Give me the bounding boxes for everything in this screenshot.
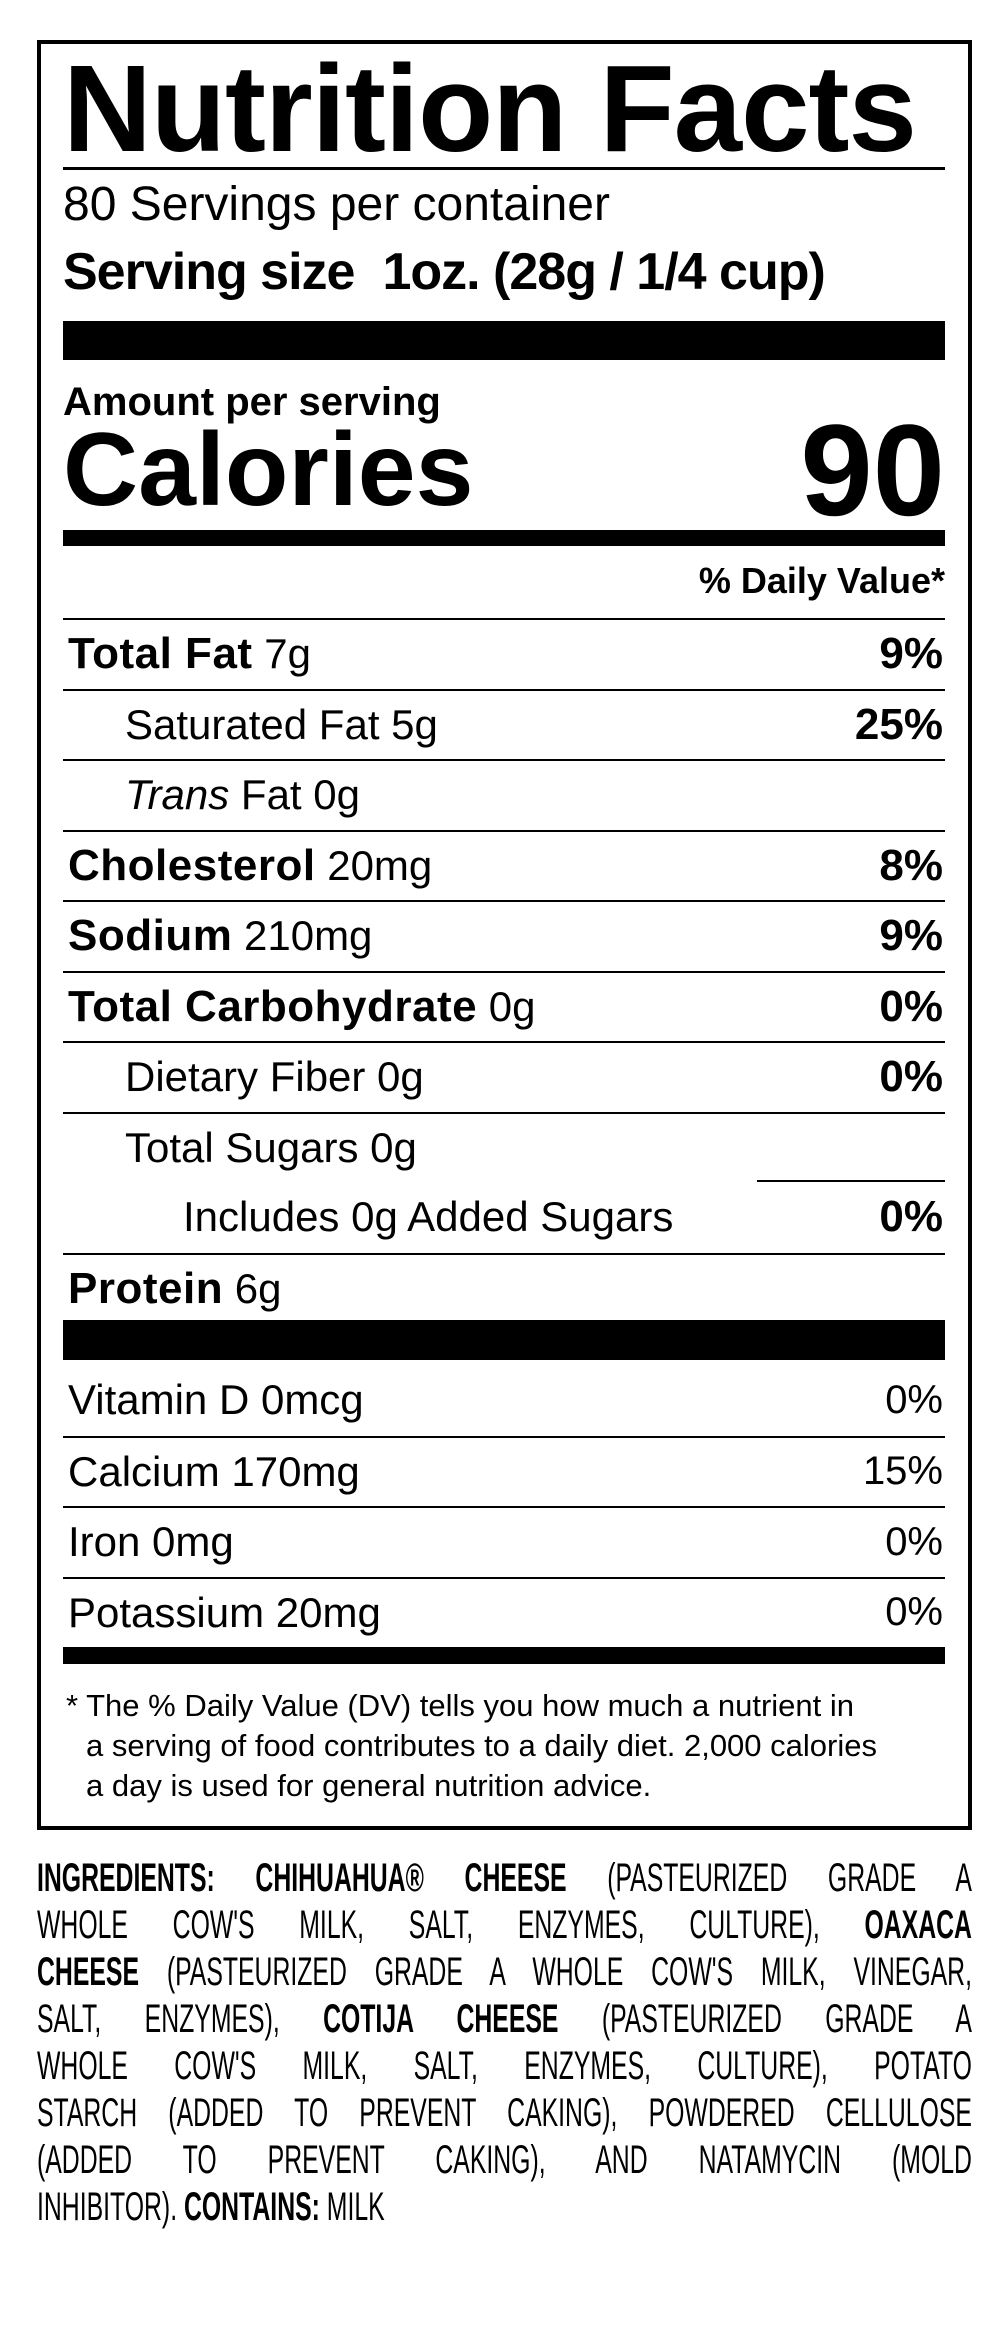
- vitamin-name: Potassium 20mg: [68, 1588, 381, 1636]
- nutrient-amount: 7g: [264, 630, 311, 678]
- ingredients-text: SALT, ENZYMES),: [37, 1997, 324, 2041]
- medium-divider: [63, 1647, 945, 1664]
- nutrient-amount: 210mg: [244, 912, 373, 960]
- ingredients-bold-text: CHEESE: [37, 1950, 139, 1994]
- vitamin-dv: 0%: [885, 1590, 943, 1635]
- ingredients-line: STARCH (ADDED TO PREVENT CAKING), POWDER…: [37, 2090, 972, 2137]
- vitamin-name: Iron 0mg: [68, 1518, 234, 1566]
- ingredients-line: CHEESE (PASTEURIZED GRADE A WHOLE COW'S …: [37, 1949, 972, 1996]
- nutrient-dv: 0%: [879, 981, 943, 1031]
- calories-value: 90: [800, 397, 945, 543]
- nutrient-dv: 25%: [854, 699, 943, 749]
- ingredients-bold-text: INGREDIENTS: CHIHUAHUA® CHEESE: [37, 1856, 567, 1900]
- nutrient-amount: 6g: [234, 1264, 282, 1312]
- vitamin-name: Vitamin D 0mcg: [68, 1376, 364, 1424]
- nutrient-name: Total Carbohydrate: [68, 981, 478, 1031]
- footnote: * The % Daily Value (DV) tells you how m…: [66, 1686, 946, 1806]
- nutrient-amount: 0g: [488, 982, 536, 1030]
- ingredients-line: WHOLE COW'S MILK, SALT, ENZYMES, CULTURE…: [37, 2043, 972, 2090]
- nutrient-row-total-carbohydrate: Total Carbohydrate 0g 0%: [63, 970, 945, 1042]
- nutrient-amount: 20mg: [327, 841, 433, 889]
- nutrient-row-total-fat: Total Fat 7g 9%: [63, 618, 945, 689]
- vitamin-dv: 0%: [885, 1519, 943, 1564]
- serving-size-value: 1oz. (28g / 1/4 cup): [382, 243, 825, 301]
- ingredients-line: SALT, ENZYMES), COTIJA CHEESE (PASTEURIZ…: [37, 1996, 972, 2043]
- footnote-line: a serving of food contributes to a daily…: [86, 1728, 877, 1763]
- ingredients-text: STARCH (ADDED TO PREVENT CAKING), POWDER…: [37, 2091, 972, 2135]
- nutrient-row-total-sugars: Total Sugars 0g: [63, 1111, 945, 1183]
- nutrient-name: Dietary Fiber 0g: [125, 1053, 424, 1101]
- footnote-line: * The % Daily Value (DV) tells you how m…: [66, 1688, 854, 1723]
- nutrient-name: Total Sugars 0g: [125, 1123, 417, 1171]
- footnote-line: a day is used for general nutrition advi…: [86, 1768, 652, 1803]
- nutrient-row-sodium: Sodium 210mg 9%: [63, 900, 945, 971]
- divider: [63, 167, 945, 170]
- nutrient-dv: 9%: [879, 629, 943, 679]
- vitamin-name: Calcium 170mg: [68, 1447, 360, 1495]
- ingredients-statement: INGREDIENTS: CHIHUAHUA® CHEESE (PASTEURI…: [37, 1855, 972, 2231]
- nutrient-dv: 0%: [879, 1052, 943, 1102]
- nutrient-row-saturated-fat: Saturated Fat 5g 25%: [63, 688, 945, 760]
- nutrient-name: Fat 0g: [240, 771, 360, 819]
- ingredients-text: MILK: [319, 2185, 385, 2229]
- nutrient-row-added-sugars: Includes 0g Added Sugars 0%: [63, 1179, 945, 1253]
- ingredients-text: (PASTEURIZED GRADE A WHOLE COW'S MILK, V…: [138, 1950, 972, 1994]
- vitamin-dv: 0%: [885, 1377, 943, 1422]
- vitamin-dv: 15%: [862, 1449, 943, 1494]
- vitamin-row-vitamin-d: Vitamin D 0mcg 0%: [63, 1365, 945, 1436]
- nutrient-name: Sodium: [68, 911, 233, 961]
- serving-size-label: Serving size: [63, 243, 355, 301]
- vitamin-row-iron: Iron 0mg 0%: [63, 1506, 945, 1577]
- ingredients-bold-text: COTIJA CHEESE: [323, 1997, 559, 2041]
- nutrient-name: Cholesterol: [68, 840, 316, 890]
- ingredients-line: INGREDIENTS: CHIHUAHUA® CHEESE (PASTEURI…: [37, 1855, 972, 1902]
- ingredients-text: (PASTEURIZED GRADE A: [558, 1997, 972, 2041]
- nutrient-dv: 8%: [879, 840, 943, 890]
- nutrient-name: Total Fat: [68, 629, 253, 679]
- nutrient-row-protein: Protein 6g: [63, 1252, 945, 1324]
- divider: [757, 1179, 945, 1182]
- ingredients-text: (PASTEURIZED GRADE A: [566, 1856, 972, 1900]
- ingredients-line: WHOLE COW'S MILK, SALT, ENZYMES, CULTURE…: [37, 1902, 972, 1949]
- serving-size: Serving size 1oz. (28g / 1/4 cup): [63, 244, 945, 300]
- servings-per-container: 80 Servings per container: [63, 178, 610, 231]
- thick-divider: [63, 1320, 945, 1360]
- medium-divider: [63, 530, 945, 546]
- vitamin-row-calcium: Calcium 170mg 15%: [63, 1435, 945, 1507]
- vitamin-table: Vitamin D 0mcg 0% Calcium 170mg 15% Iron…: [63, 1365, 945, 1647]
- nutrient-row-dietary-fiber: Dietary Fiber 0g 0%: [63, 1041, 945, 1112]
- panel-title: Nutrition Facts: [63, 41, 917, 178]
- nutrient-row-trans-fat: Trans Fat 0g: [63, 759, 945, 830]
- ingredients-line: (ADDED TO PREVENT CAKING), AND NATAMYCIN…: [37, 2137, 972, 2184]
- vitamin-row-potassium: Potassium 20mg 0%: [63, 1576, 945, 1648]
- ingredients-text: (ADDED TO PREVENT CAKING), AND NATAMYCIN…: [37, 2138, 972, 2182]
- ingredients-text: WHOLE COW'S MILK, SALT, ENZYMES, CULTURE…: [37, 1903, 865, 1947]
- ingredients-text: INHIBITOR).: [37, 2185, 184, 2229]
- nutrition-facts-panel: [37, 40, 972, 1830]
- thick-divider: [63, 321, 945, 360]
- nutrient-name: Saturated Fat 5g: [125, 700, 438, 748]
- nutrient-table: Total Fat 7g 9% Saturated Fat 5g 25% Tra…: [63, 618, 945, 1323]
- nutrient-dv: 0%: [879, 1192, 943, 1242]
- ingredients-bold-text: OAXACA: [864, 1903, 972, 1947]
- daily-value-header: % Daily Value*: [698, 560, 945, 601]
- nutrient-dv: 9%: [879, 911, 943, 961]
- nutrient-row-cholesterol: Cholesterol 20mg 8%: [63, 829, 945, 901]
- nutrient-name-italic: Trans: [125, 771, 230, 819]
- ingredients-bold-text: CONTAINS:: [183, 2185, 320, 2229]
- ingredients-text: WHOLE COW'S MILK, SALT, ENZYMES, CULTURE…: [37, 2044, 972, 2088]
- ingredients-line: INHIBITOR). CONTAINS: MILK: [37, 2184, 972, 2231]
- amount-per-serving: Amount per serving: [63, 380, 441, 424]
- nutrient-name: Includes 0g Added Sugars: [183, 1193, 674, 1241]
- calories-label: Calories: [63, 412, 474, 528]
- nutrient-name: Protein: [68, 1263, 224, 1313]
